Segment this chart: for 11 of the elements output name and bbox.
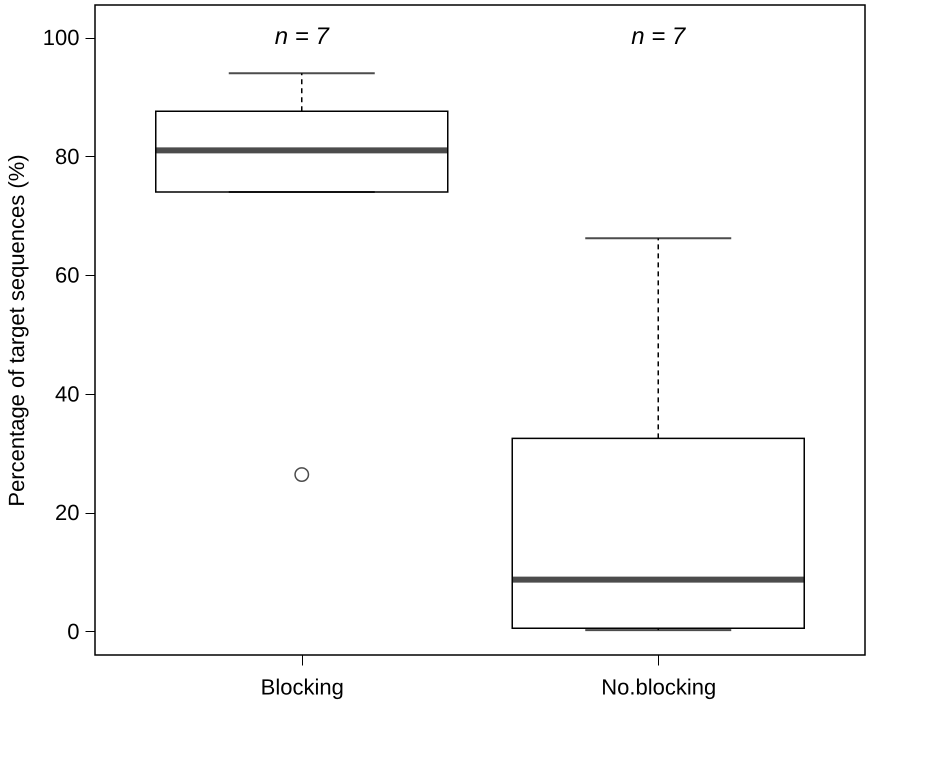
y-tick-label: 60 xyxy=(55,262,80,288)
x-tick-label: Blocking xyxy=(260,674,344,700)
y-tick-label: 100 xyxy=(42,25,80,50)
annotation: n = 7 xyxy=(631,23,687,50)
annotation: n = 7 xyxy=(274,23,330,50)
x-tick-label: No.blocking xyxy=(601,674,716,700)
y-axis-title: Percentage of target sequences (%) xyxy=(4,154,29,507)
y-tick-label: 80 xyxy=(55,144,80,169)
y-tick-label: 20 xyxy=(55,500,80,526)
y-tick-label: 0 xyxy=(67,618,80,644)
y-tick-label: 40 xyxy=(55,381,80,406)
